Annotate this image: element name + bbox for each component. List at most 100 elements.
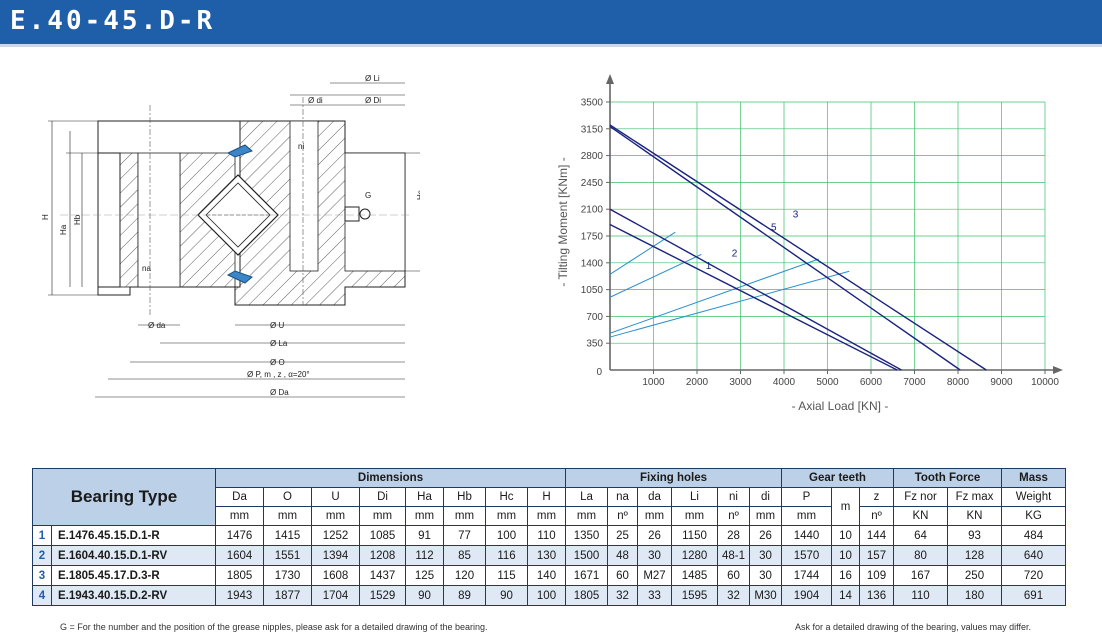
table-row: 2 E.1604.40.15.D.1-RV 1604 1551 1394 1208 112 8… [32, 545, 1066, 566]
label-la: Ø La [270, 339, 288, 348]
col-unit: mm [405, 506, 444, 526]
table-cell: 30 [637, 545, 672, 566]
table-cell: 1943 [215, 585, 264, 606]
table-cell: 77 [443, 525, 486, 546]
y-tick-label: 2100 [581, 205, 604, 216]
table-cell: 90 [405, 585, 444, 606]
table-cell: 120 [443, 565, 486, 586]
table-cell: 484 [1001, 525, 1066, 546]
table-body: 1 E.1476.45.15.D.1-R 1476 1415 1252 1085 91 77 1… [32, 525, 1066, 606]
col-header: H [527, 487, 566, 507]
y-tick-label: 700 [586, 312, 603, 323]
table-cell: 1529 [359, 585, 406, 606]
table-cell: 720 [1001, 565, 1066, 586]
table-cell: 1805 [565, 585, 608, 606]
lower-seal [226, 270, 253, 284]
y-tick-label: 3500 [581, 98, 604, 109]
col-header: Weight [1001, 487, 1066, 507]
table-cell: M30 [749, 585, 782, 606]
series-label-1: 1 [706, 261, 712, 272]
table-cell: 110 [527, 525, 566, 546]
table-cell: 93 [947, 525, 1002, 546]
table-cell: 1608 [311, 565, 360, 586]
table-cell: 1415 [263, 525, 312, 546]
table-cell: 1440 [781, 525, 832, 546]
col-header: Ha [405, 487, 444, 507]
table-cell: 1805 [215, 565, 264, 586]
col-header: z [859, 487, 894, 507]
table-cell: 10 [831, 545, 860, 566]
table-cell: 167 [893, 565, 948, 586]
footnote-left: G = For the number and the position of t… [60, 622, 488, 632]
table-cell: 30 [749, 545, 782, 566]
group-fixing-holes: Fixing holes [565, 468, 782, 488]
x-tick-label: 5000 [816, 377, 839, 388]
series-label-3: 3 [793, 210, 799, 221]
label-li: Ø Li [365, 75, 380, 83]
x-tick-label: 6000 [860, 377, 883, 388]
col-unit: KN [893, 506, 948, 526]
label-na: na [142, 264, 151, 273]
col-header: ni [717, 487, 750, 507]
table-cell: 110 [893, 585, 948, 606]
upper-seal [226, 144, 253, 158]
label-ni: ni [298, 142, 304, 151]
x-tick-label: 3000 [729, 377, 752, 388]
label-da: Ø da [148, 321, 166, 330]
col-header: Fz nor [893, 487, 948, 507]
table-cell: 130 [527, 545, 566, 566]
table-cell: 91 [405, 525, 444, 546]
table-cell: 28 [717, 525, 750, 546]
table-cell: 32 [607, 585, 638, 606]
table-cell: 80 [893, 545, 948, 566]
col-unit: mm [311, 506, 360, 526]
table-cell: 1485 [671, 565, 718, 586]
table-cell: M27 [637, 565, 672, 586]
col-header: da [637, 487, 672, 507]
label-da-outer: Ø Da [270, 388, 289, 397]
row-index: 1 [32, 525, 52, 546]
col-unit: mm [781, 506, 832, 526]
chart-y-axis-label: - Tilting Moment [KNm] - [556, 157, 570, 286]
origin-label: 0 [596, 367, 602, 378]
table-cell: 1437 [359, 565, 406, 586]
inner-ring-bore [289, 120, 319, 272]
table-cell: 128 [947, 545, 1002, 566]
table-cell: 1551 [263, 545, 312, 566]
table-cell: 1570 [781, 545, 832, 566]
col-unit: nº [607, 506, 638, 526]
table-cell: 1150 [671, 525, 718, 546]
table-cell: 1476 [215, 525, 264, 546]
x-tick-label: 1000 [642, 377, 665, 388]
bearing-cross-section-drawing: Ø Li Ø di Ø Di ni na G H Ha Hb Hc Ø da Ø… [41, 75, 420, 398]
col-unit: mm [359, 506, 406, 526]
col-unit: mm [637, 506, 672, 526]
col-unit: nº [717, 506, 750, 526]
table-cell: 136 [859, 585, 894, 606]
table-cell: 1730 [263, 565, 312, 586]
series-label-2: 2 [732, 249, 738, 260]
y-tick-label: 2450 [581, 178, 604, 189]
col-unit: KN [947, 506, 1002, 526]
col-header: P [781, 487, 832, 507]
y-tick-label: 1400 [581, 258, 604, 269]
col-header: U [311, 487, 360, 507]
x-tick-label: 9000 [990, 377, 1013, 388]
group-tooth-force: Tooth Force [893, 468, 1002, 488]
table-row: 1 E.1476.45.15.D.1-R 1476 1415 1252 1085 91 77 1… [32, 525, 1066, 546]
series-line-3 [609, 124, 987, 371]
col-unit: mm [527, 506, 566, 526]
col-header-m: m [831, 487, 860, 526]
table-cell: 90 [485, 585, 528, 606]
table-cell: 1394 [311, 545, 360, 566]
table-cell: 144 [859, 525, 894, 546]
table-cell: 140 [527, 565, 566, 586]
label-hc: Hc [416, 190, 420, 200]
table-cell: 60 [717, 565, 750, 586]
table-cell: 1904 [781, 585, 832, 606]
col-header: Hc [485, 487, 528, 507]
x-tick-label: 8000 [947, 377, 970, 388]
table-cell: 16 [831, 565, 860, 586]
bearing-name: E.1805.45.17.D.3-R [51, 565, 216, 586]
